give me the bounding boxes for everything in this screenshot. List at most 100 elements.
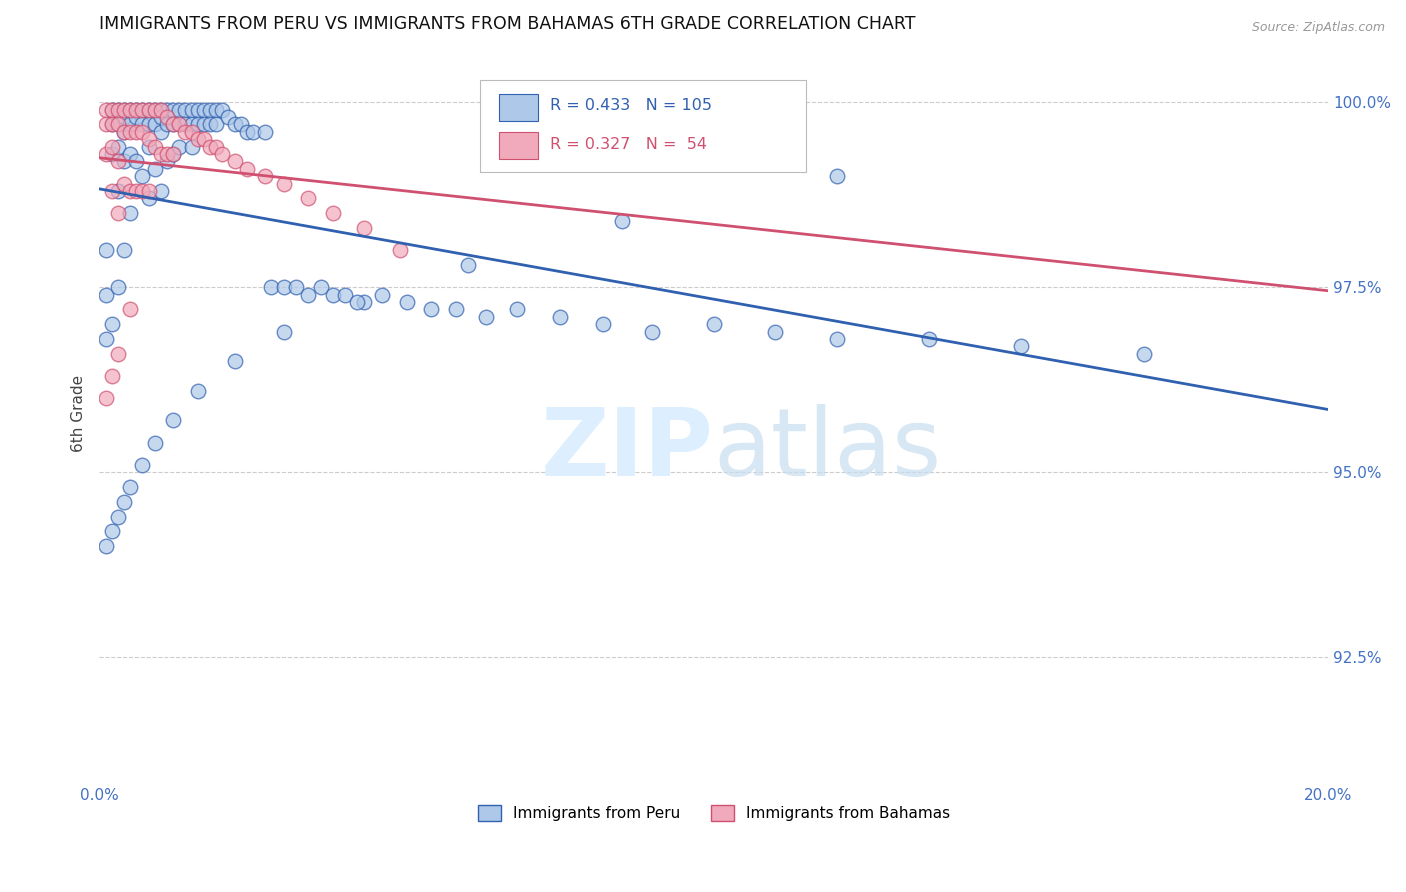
Point <box>120 480 142 494</box>
Point <box>100 524 122 539</box>
Point <box>825 332 848 346</box>
Point <box>112 103 135 117</box>
Point <box>94 147 117 161</box>
Point <box>236 161 259 176</box>
Point <box>211 103 233 117</box>
Point <box>205 103 228 117</box>
Point <box>353 221 375 235</box>
Point <box>107 103 129 117</box>
Point <box>229 117 252 131</box>
Point <box>138 103 160 117</box>
Point <box>1133 347 1156 361</box>
Point <box>131 458 153 472</box>
Point <box>169 117 191 131</box>
Point <box>112 103 135 117</box>
Point <box>169 103 191 117</box>
Point <box>125 110 148 124</box>
Point <box>120 147 142 161</box>
Point <box>100 103 122 117</box>
Point <box>297 191 319 205</box>
Point <box>180 139 202 153</box>
Point <box>187 132 209 146</box>
Point <box>273 280 295 294</box>
Point <box>174 117 197 131</box>
Point <box>335 287 357 301</box>
Point <box>180 125 202 139</box>
Text: ZIP: ZIP <box>541 404 714 496</box>
Y-axis label: 6th Grade: 6th Grade <box>72 375 86 451</box>
Point <box>371 287 394 301</box>
Point <box>100 117 122 131</box>
Point <box>475 310 498 324</box>
Point <box>224 354 246 368</box>
FancyBboxPatch shape <box>499 132 538 159</box>
FancyBboxPatch shape <box>481 80 806 172</box>
Point <box>254 169 277 183</box>
Point <box>641 325 664 339</box>
Point <box>107 206 129 220</box>
Point <box>169 117 191 131</box>
Point <box>120 302 142 317</box>
Point <box>149 103 172 117</box>
Point <box>143 103 166 117</box>
Point <box>610 213 633 227</box>
Point <box>162 413 184 427</box>
Point <box>918 332 941 346</box>
Point <box>211 147 233 161</box>
Point <box>112 125 135 139</box>
Point <box>131 103 153 117</box>
Point <box>94 117 117 131</box>
Point <box>763 325 786 339</box>
Point <box>143 435 166 450</box>
Point <box>187 103 209 117</box>
Point <box>1010 339 1032 353</box>
Point <box>94 539 117 553</box>
Point <box>187 384 209 398</box>
Point <box>309 280 332 294</box>
Point <box>107 117 129 131</box>
Point <box>107 184 129 198</box>
Point <box>273 177 295 191</box>
Point <box>107 117 129 131</box>
Point <box>825 169 848 183</box>
Point <box>120 206 142 220</box>
Point <box>125 125 148 139</box>
Point <box>112 177 135 191</box>
Point <box>162 147 184 161</box>
Point <box>353 294 375 309</box>
Point <box>125 184 148 198</box>
Point <box>236 125 259 139</box>
Point <box>193 132 215 146</box>
Point <box>198 103 221 117</box>
Point <box>506 302 529 317</box>
Point <box>346 294 368 309</box>
Point <box>389 243 412 257</box>
Point <box>156 117 179 131</box>
Point <box>120 184 142 198</box>
Point <box>162 147 184 161</box>
Point <box>156 103 179 117</box>
Point <box>592 317 614 331</box>
Point <box>149 147 172 161</box>
Point <box>162 117 184 131</box>
Point <box>156 154 179 169</box>
Point <box>138 191 160 205</box>
Point <box>224 117 246 131</box>
Point <box>94 332 117 346</box>
Point <box>260 280 283 294</box>
Text: IMMIGRANTS FROM PERU VS IMMIGRANTS FROM BAHAMAS 6TH GRADE CORRELATION CHART: IMMIGRANTS FROM PERU VS IMMIGRANTS FROM … <box>100 15 915 33</box>
Point <box>149 110 172 124</box>
Point <box>444 302 467 317</box>
Point <box>143 117 166 131</box>
Point <box>138 132 160 146</box>
Point <box>112 125 135 139</box>
Point <box>100 103 122 117</box>
Point <box>138 139 160 153</box>
Point <box>131 169 153 183</box>
Point <box>120 117 142 131</box>
Point <box>242 125 264 139</box>
Point <box>187 117 209 131</box>
Point <box>395 294 418 309</box>
Text: atlas: atlas <box>714 404 942 496</box>
Point <box>149 125 172 139</box>
